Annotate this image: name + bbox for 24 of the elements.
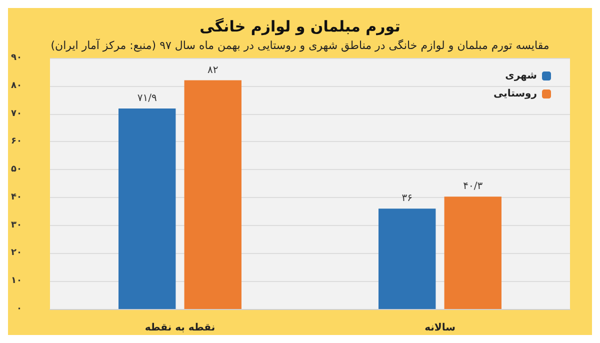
y-tick-label: ۳۰ (10, 220, 22, 230)
y-tick-label: ۸۰ (10, 80, 22, 91)
y-tick-label: ۱۰ (10, 276, 22, 286)
x-tick-label: سالانه (424, 322, 456, 334)
data-label: ۷۱/۹ (137, 92, 157, 104)
data-label: ۳۶ (402, 193, 412, 204)
y-tick-label: ۲۰ (10, 248, 22, 258)
y-tick-label: ۷۰ (10, 108, 22, 119)
x-tick-label: نقطه به نقطه (144, 322, 216, 334)
data-label: ۸۲ (208, 64, 218, 76)
legend-label: شهری (505, 70, 538, 82)
y-tick-label: ۰ (16, 304, 22, 314)
bar (118, 108, 176, 309)
bar (444, 196, 502, 309)
y-tick-label: ۴۰ (10, 192, 22, 202)
chart-subtitle: مقایسه تورم مبلمان و لوازم خانگی در مناطق شهری و روستایی در بهمن ماه سال ۹۷ (منبع: مرکز آمار ایران) (50, 38, 550, 52)
y-tick-label: ۹۰ (10, 53, 22, 63)
chart-title: تورم مبلمان و لوازم خانگی (200, 18, 400, 36)
legend-label: روستایی (493, 88, 538, 100)
bar (378, 208, 436, 309)
data-label: ۴۰/۳ (463, 181, 484, 192)
y-tick-label: ۶۰ (10, 136, 22, 147)
y-tick-label: ۵۰ (10, 164, 22, 175)
bar (184, 80, 242, 309)
